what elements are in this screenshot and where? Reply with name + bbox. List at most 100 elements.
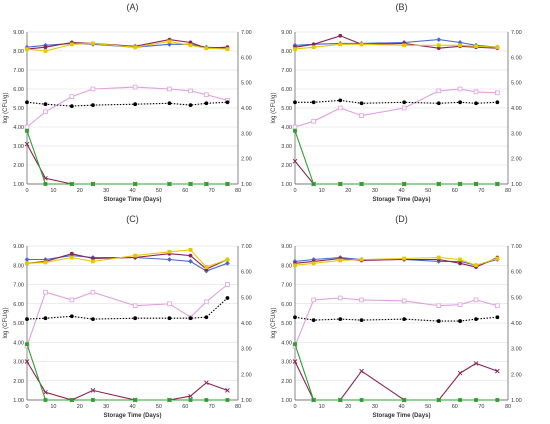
data-point [25,100,29,105]
data-point [311,318,316,323]
data-point [495,100,500,105]
y-tick-label: 3.00 [281,144,292,150]
series-4 [25,100,230,108]
y-tick-label: 6.00 [13,87,24,93]
y-tick-label: 7.00 [13,68,24,74]
data-point [90,289,96,295]
series-6 [25,342,230,402]
y2-tick-label: 1.00 [511,398,522,404]
x-tick-label: 70 [478,404,484,410]
data-point [338,258,343,263]
data-point [43,398,48,402]
x-tick-label: 50 [156,404,162,410]
x-tick-label: 0 [25,404,28,410]
x-tick-label: 50 [156,188,162,194]
series-4 [25,296,230,322]
data-point [359,101,364,106]
data-point [338,317,343,322]
data-point [188,247,193,252]
data-point [293,47,297,51]
x-tick-label: 10 [319,188,325,194]
y-tick-label: 1.00 [13,182,24,188]
chart-panel-3: (D) 1.00 2.00 3.00 4.00 5.00 6.00 7.00 8.00 9.00 1… [271,214,522,419]
data-point [402,256,407,261]
y-tick-label: 6.00 [281,302,292,308]
y-tick-label: 4.00 [13,125,24,131]
data-point [204,46,209,51]
data-point [436,37,442,42]
series-line [294,130,498,185]
series-2 [293,42,500,51]
data-point [91,317,95,322]
data-point [188,253,193,258]
x-tick-label: 30 [372,404,378,410]
series-line [26,143,228,185]
x-tick-label: 20 [345,404,351,410]
data-point [458,100,462,105]
x-tick-label: 10 [50,188,56,194]
data-point [69,104,74,108]
y2-tick-label: 4.00 [511,321,522,327]
y2-tick-label: 3.00 [511,131,522,137]
x-tick-label: 60 [182,404,188,410]
x-tick-label: 30 [372,188,378,194]
data-point [401,298,407,304]
data-point [458,257,462,262]
y-tick-label: 8.00 [281,49,292,55]
series-line [295,99,498,104]
y2-tick-label: 6.00 [511,55,522,61]
data-point [457,86,463,92]
data-point [359,318,364,323]
y-tick-label: 6.00 [13,302,24,308]
data-point [458,261,462,266]
x-tick-label: 40 [398,404,404,410]
series-line [294,160,498,185]
data-point [25,47,29,51]
x-tick-label: 10 [319,404,325,410]
data-point [133,182,138,186]
data-point [474,182,478,186]
y2-tick-label: 4.00 [511,106,522,112]
y2-tick-label: 6.00 [241,270,252,276]
data-point [69,182,74,186]
series-line [26,253,228,270]
y-tick-label: 1.00 [281,182,292,188]
data-point [495,303,500,308]
data-point [167,182,172,186]
data-point [292,124,298,130]
y2-tick-label: 4.00 [241,321,252,327]
series-line [294,297,498,347]
y-tick-label: 4.00 [13,340,24,346]
data-point [436,43,441,48]
data-point [402,100,407,105]
series-line [294,316,498,322]
y2-tick-label: 2.00 [511,157,522,163]
data-point [495,90,500,96]
series-2 [25,247,230,270]
data-point [43,260,48,265]
data-point [436,255,441,260]
data-point [225,257,230,262]
data-point [338,98,343,103]
data-point [474,398,478,402]
data-point [167,101,172,106]
x-tick-label: 70 [478,188,484,194]
data-point [436,182,441,186]
data-point [69,297,75,303]
data-point [188,393,193,399]
data-point [457,370,463,376]
x-tick-label: 40 [398,188,404,194]
chart-title: (D) [395,214,408,224]
y-tick-label: 3.00 [13,360,24,366]
data-point [458,182,462,186]
data-point [43,109,48,115]
x-tick-label: 40 [129,188,135,194]
y2-tick-label: 7.00 [241,30,252,36]
data-point [204,182,209,186]
data-point [293,263,297,268]
data-point [24,141,30,147]
data-point [495,45,500,50]
data-point [473,361,479,366]
x-tick-label: 0 [293,188,296,194]
y2-tick-label: 6.00 [511,270,522,276]
